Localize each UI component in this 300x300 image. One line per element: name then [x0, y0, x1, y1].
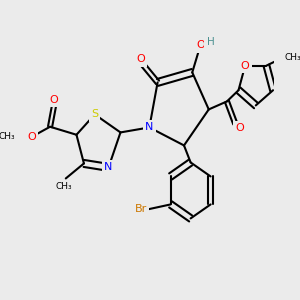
Text: CH₃: CH₃ — [0, 132, 16, 141]
Text: O: O — [50, 95, 58, 105]
Text: O: O — [235, 123, 244, 134]
Text: N: N — [104, 162, 113, 172]
Text: O: O — [136, 54, 145, 64]
Text: O: O — [241, 61, 250, 70]
Text: O: O — [28, 132, 36, 142]
Text: H: H — [206, 38, 214, 47]
Text: S: S — [91, 110, 98, 119]
Text: CH₃: CH₃ — [284, 53, 300, 62]
Text: O: O — [196, 40, 205, 50]
Text: Br: Br — [135, 204, 147, 214]
Text: N: N — [145, 122, 154, 132]
Text: CH₃: CH₃ — [56, 182, 72, 191]
